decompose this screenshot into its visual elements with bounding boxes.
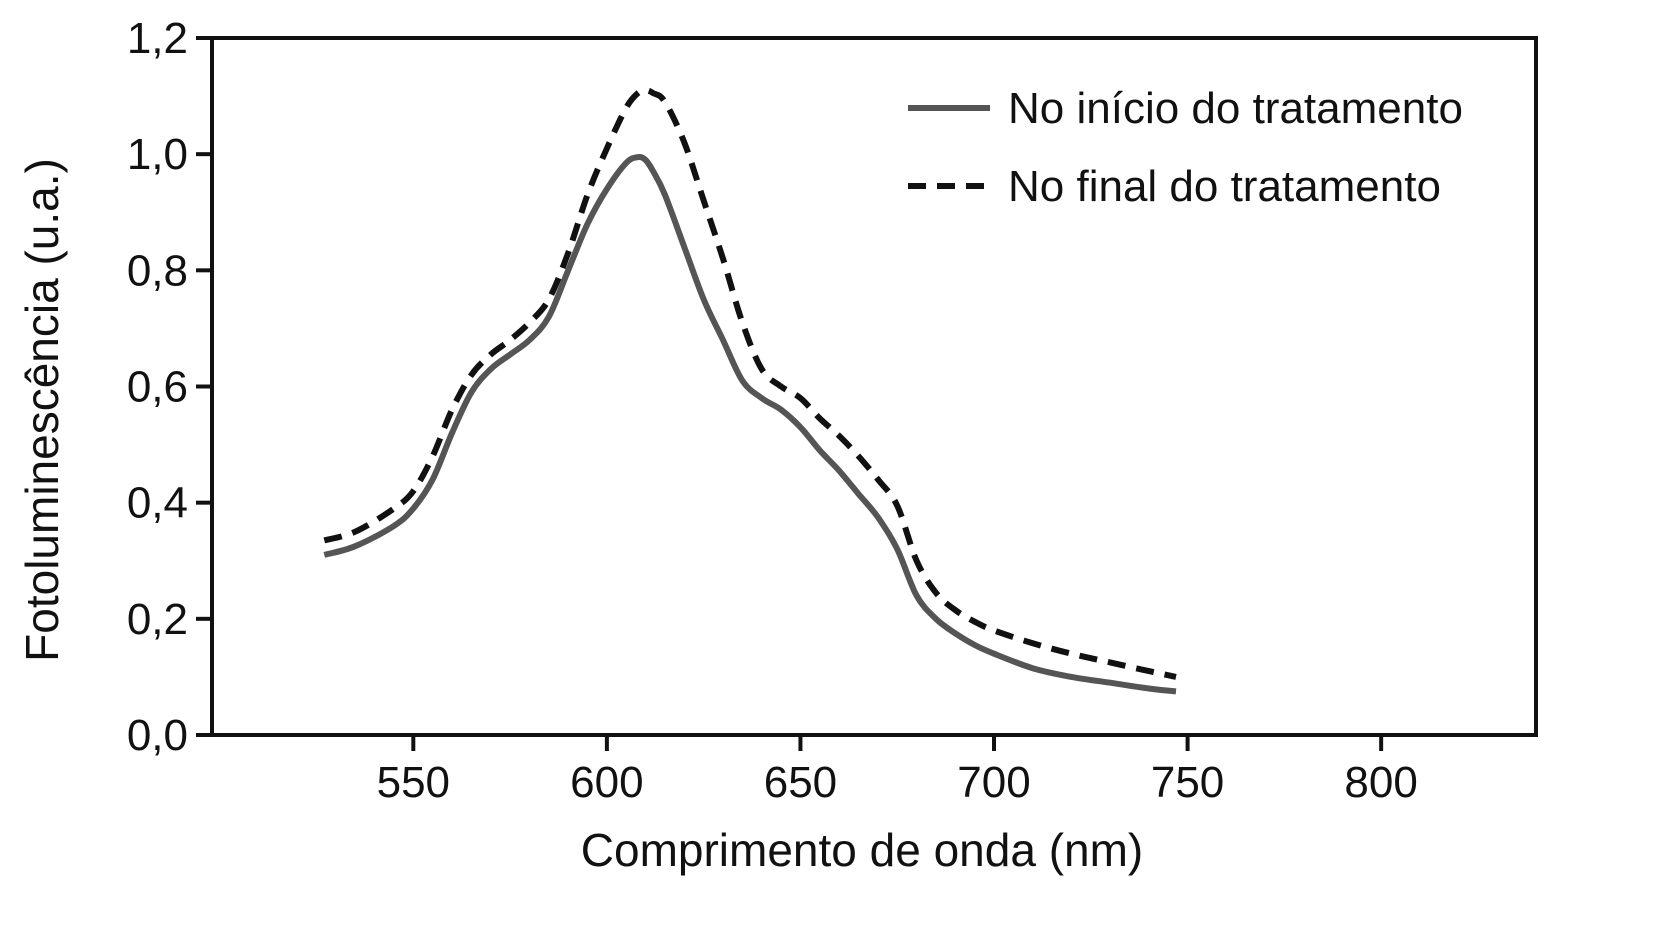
series-line-inicio: [323, 153, 1177, 695]
y-tick-label: 0,0: [127, 711, 188, 760]
legend: No início do tratamento No final do trat…: [908, 84, 1463, 211]
x-axis-label: Comprimento de onda (nm): [581, 824, 1143, 876]
y-axis-label: Fotoluminescência (u.a.): [16, 158, 68, 662]
x-tick-label: 650: [764, 758, 837, 807]
x-tick-label: 550: [377, 758, 450, 807]
legend-label-inicio: No início do tratamento: [1008, 84, 1463, 133]
y-tick-label: 1,2: [127, 14, 188, 63]
series-layer: [323, 87, 1177, 695]
y-tick-label: 0,4: [127, 479, 188, 528]
x-tick-label: 750: [1151, 758, 1224, 807]
x-tick-label: 800: [1344, 758, 1417, 807]
legend-label-final: No final do tratamento: [1008, 162, 1441, 211]
x-tick-label: 600: [570, 758, 643, 807]
x-tick-label: 700: [957, 758, 1030, 807]
plot-frame: [210, 36, 1538, 737]
y-tick-label: 0,2: [127, 595, 188, 644]
y-tick-label: 0,8: [127, 246, 188, 295]
y-axis: 0,0 0,2 0,4 0,6 0,8 1,0 1,2: [127, 14, 212, 760]
series-line-final: [323, 87, 1177, 680]
y-tick-label: 1,0: [127, 130, 188, 179]
y-tick-label: 0,6: [127, 363, 188, 412]
x-axis: 550 600 650 700 750 800: [377, 735, 1418, 807]
